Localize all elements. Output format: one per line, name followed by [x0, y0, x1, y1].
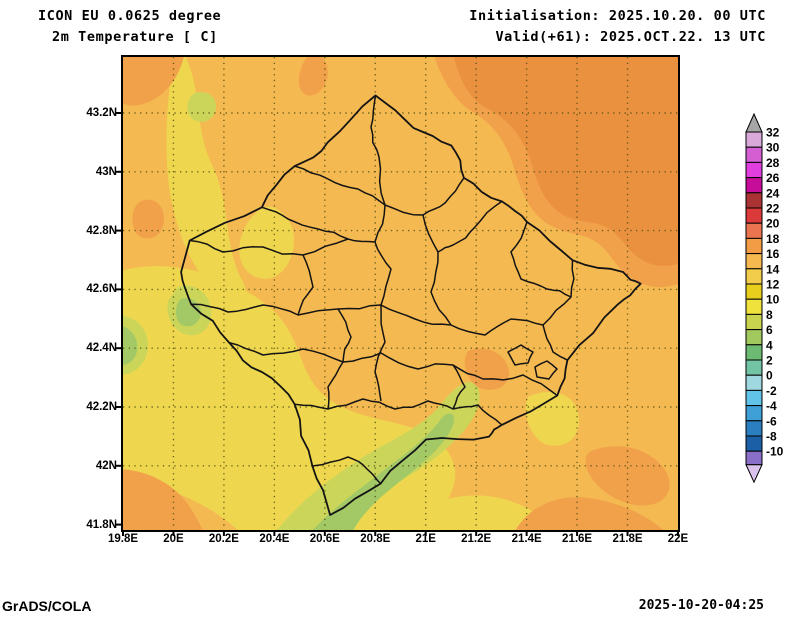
lat-lon-gridlines — [123, 57, 678, 530]
creation-timestamp: 2025-10-20-04:25 — [638, 598, 764, 613]
y-axis-tick-label: 43.2N — [86, 107, 117, 119]
colorbar-cell — [745, 374, 763, 391]
x-axis-tick-label: 21.6E — [562, 533, 593, 545]
x-axis-tick-label: 20.2E — [208, 533, 239, 545]
colorbar-tick-label: 8 — [766, 308, 773, 322]
colorbar-tick-label: 0 — [766, 369, 773, 383]
colorbar-cell — [745, 253, 763, 270]
colorbar-tick-label: 4 — [766, 338, 773, 352]
x-axis-tick-label: 19.8E — [107, 533, 139, 545]
colorbar-tick-label: -4 — [766, 399, 777, 413]
x-axis-tick-label: 21.2E — [461, 533, 492, 545]
x-axis-tick-label: 21.8E — [612, 533, 643, 545]
colorbar-tick-label: 14 — [766, 262, 780, 276]
x-axis-tick-label: 21E — [415, 533, 436, 545]
colorbar-tick-label: -8 — [766, 430, 777, 444]
colorbar-tick-label: -10 — [766, 445, 784, 459]
colorbar-tick-label: 6 — [766, 323, 773, 337]
colorbar-cell — [745, 435, 763, 452]
colorbar-tick-label: 18 — [766, 232, 780, 246]
colorbar-cell — [745, 237, 763, 255]
kosovo-municipal-borders — [180, 94, 642, 516]
colorbar-cell — [745, 420, 763, 437]
colorbar-cell — [745, 298, 763, 315]
x-axis-tick-label: 20.4E — [259, 533, 290, 545]
colorbar-cell — [745, 329, 763, 346]
x-axis-tick-label: 20.6E — [309, 533, 340, 545]
x-axis-tick-label: 22E — [667, 533, 689, 545]
model-title: ICON EU 0.0625 degree — [38, 8, 222, 24]
colorbar-cell — [745, 146, 763, 163]
colorbar-tick-label: 20 — [766, 217, 780, 231]
colorbar-tick-label: 16 — [766, 247, 780, 261]
temperature-map — [123, 57, 678, 530]
colorbar-cell — [745, 177, 763, 194]
colorbar-cell — [745, 283, 763, 300]
grads-credit: GrADS/COLA — [2, 598, 92, 614]
colorbar-tick-label: 28 — [766, 156, 780, 170]
map-plot-frame — [121, 55, 680, 532]
colorbar-cell — [745, 359, 763, 376]
y-axis-tick-label: 42.4N — [86, 342, 117, 355]
colorbar-cell — [745, 222, 763, 239]
colorbar-cell — [745, 344, 763, 361]
y-axis-tick-label: 43N — [95, 165, 117, 178]
y-axis-tick-label: 42.2N — [86, 401, 117, 413]
x-axis-tick-label: 20.8E — [360, 533, 391, 545]
init-time-label: Initialisation: 2025.10.20. 00 UTC — [469, 8, 766, 24]
colorbar-tick-label: -2 — [766, 384, 777, 398]
colorbar-tick-label: 12 — [766, 278, 780, 292]
colorbar-cell — [745, 192, 763, 209]
temperature-shading — [123, 57, 678, 530]
y-axis-tick-label: 41.8N — [86, 518, 117, 531]
colorbar-tick-label: 2 — [766, 354, 773, 368]
colorbar-cell — [745, 389, 763, 407]
colorbar-tick-label: -6 — [766, 414, 777, 428]
colorbar-tick-label: 10 — [766, 293, 780, 307]
colorbar-cell — [745, 405, 763, 422]
colorbar-tick-label: 24 — [766, 186, 780, 200]
colorbar-cell — [745, 207, 763, 224]
valid-time-label: Valid(+61): 2025.OCT.22. 13 UTC — [495, 29, 766, 45]
colorbar-tick-label: 30 — [766, 141, 780, 155]
x-axis-tick-label: 21.4E — [511, 533, 542, 545]
x-axis-tick-label: 20E — [163, 533, 184, 545]
colorbar-cell — [745, 313, 763, 331]
y-axis-tick-label: 42.8N — [86, 224, 117, 237]
colorbar-cell — [745, 131, 763, 148]
colorbar-cell — [745, 268, 763, 285]
parameter-title: 2m Temperature [ C] — [52, 29, 218, 45]
colorbar-tick-label: 32 — [766, 126, 780, 140]
y-axis-tick-label: 42N — [95, 459, 117, 472]
colorbar-cell — [745, 161, 763, 179]
y-axis-tick-label: 42.6N — [86, 283, 117, 296]
colorbar-tick-label: 22 — [766, 202, 780, 216]
colorbar-tick-label: 26 — [766, 171, 780, 185]
